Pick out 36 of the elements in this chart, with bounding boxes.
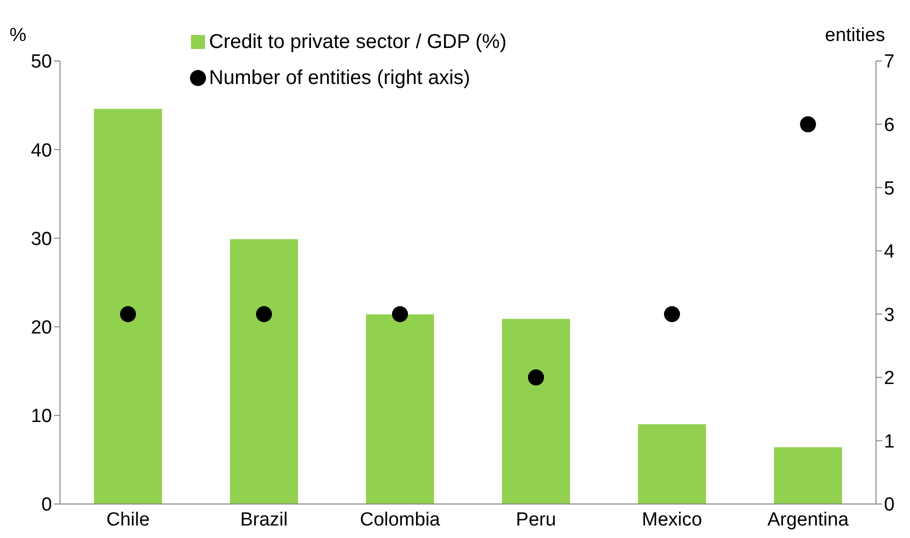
y2-tick-label: 7 [884, 52, 895, 73]
x-tick-label: Brazil [240, 509, 288, 530]
legend-label: Credit to private sector / GDP (%) [209, 30, 506, 55]
bar [774, 447, 842, 504]
x-tick-label: Peru [516, 509, 556, 530]
y2-tick-label: 2 [884, 368, 895, 390]
y2-tick-label: 0 [884, 494, 895, 516]
y-tick-label: 10 [30, 406, 52, 428]
y2-tick-label: 1 [884, 431, 895, 452]
y2-tick-label: 4 [884, 242, 895, 263]
y-tick-label: 0 [41, 494, 52, 516]
y-tick-label: 20 [30, 318, 52, 339]
x-tick-label: Chile [106, 509, 150, 530]
y-tick-label: 40 [30, 140, 52, 162]
y-tick-label: 50 [30, 52, 52, 73]
point [120, 306, 136, 322]
y2-axis-title: entities [824, 25, 886, 46]
point [664, 306, 680, 322]
x-tick-label: Argentina [767, 509, 850, 530]
point [256, 306, 272, 322]
y2-tick-label: 6 [884, 115, 895, 136]
point [528, 369, 544, 386]
bar [502, 318, 570, 504]
y-tick-label: 30 [30, 228, 52, 250]
x-tick-label: Mexico [642, 509, 702, 530]
bar [366, 314, 434, 504]
point [392, 306, 408, 322]
x-tick-label: Colombia [360, 509, 441, 530]
y2-tick-label: 3 [884, 304, 895, 326]
legend-label: Number of entities (right axis) [209, 66, 470, 91]
bar [94, 108, 162, 504]
bar [230, 239, 298, 504]
point [800, 116, 816, 132]
y2-tick-label: 5 [884, 178, 895, 200]
bar [638, 424, 706, 504]
y-axis-title: % [10, 25, 27, 46]
